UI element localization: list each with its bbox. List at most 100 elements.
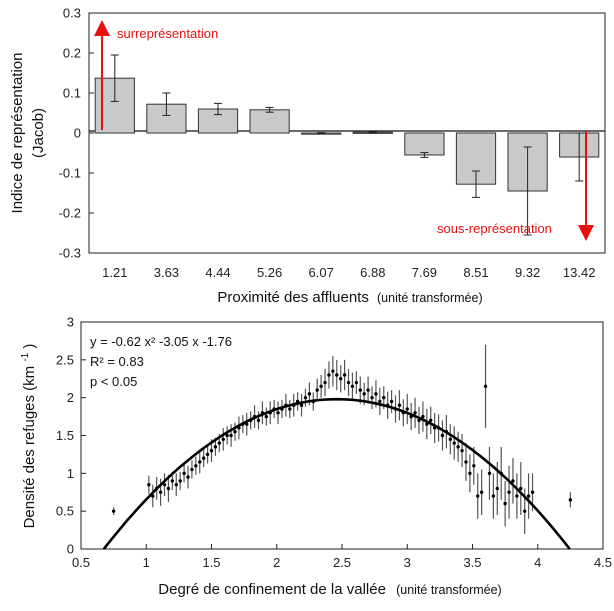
- scatter-point: [362, 392, 366, 396]
- scatter-point: [452, 441, 456, 445]
- scatter-y-tick-label: 1.5: [56, 428, 74, 443]
- scatter-point: [511, 479, 515, 483]
- bar-category-label: 5.26: [257, 265, 282, 280]
- fit-equation: y = -0.62 x² -3.05 x -1.76: [90, 334, 232, 349]
- quadratic-fit-curve: [102, 397, 571, 550]
- scatter-point: [366, 388, 370, 392]
- scatter-point: [523, 509, 527, 513]
- scatter-point: [491, 494, 496, 498]
- scatter-point: [170, 479, 175, 483]
- bar-y-tick-label: 0.3: [63, 6, 81, 21]
- scatter-point: [233, 430, 237, 434]
- scatter-point: [421, 414, 425, 419]
- scatter-point: [299, 403, 304, 407]
- scatter-y-axis-label-sup: -1: [20, 352, 31, 361]
- scatter-x-axis: 0.5 1 1.5 2 2.5 3 3.5 4 4.5: [72, 544, 612, 570]
- scatter-point: [519, 486, 523, 491]
- scatter-point: [389, 399, 394, 404]
- bar-category-label: 8.51: [463, 265, 488, 280]
- scatter-point: [382, 395, 386, 400]
- scatter-point: [487, 471, 492, 476]
- scatter-point: [205, 452, 210, 457]
- scatter-point: [315, 388, 319, 392]
- scatter-point: [194, 464, 198, 468]
- scatter-points: [111, 344, 573, 534]
- scatter-point: [303, 395, 308, 400]
- scatter-x-axis-label: Degré de confinement de la vallée (unité…: [158, 581, 501, 598]
- scatter-y-axis-label: Densité des refuges (km -1 ): [15, 344, 38, 529]
- scatter-y-axis-label-end: ): [21, 344, 38, 349]
- bar: [404, 132, 445, 156]
- scatter-x-tick-label: 1: [143, 555, 150, 570]
- scatter-point: [346, 380, 351, 385]
- scatter-point: [479, 490, 484, 494]
- scatter-point: [178, 479, 182, 483]
- scatter-point: [476, 494, 480, 498]
- bars: [94, 54, 600, 236]
- scatter-y-axis: 0 0.5 1 1.5 2 2.5 3: [56, 315, 86, 557]
- scatter-point: [429, 418, 433, 423]
- underrepresentation-label: sous-représentation: [437, 221, 552, 236]
- scatter-y-tick-label: 3: [67, 315, 74, 330]
- scatter-x-tick-label: 3: [404, 555, 411, 570]
- scatter-point: [323, 380, 327, 385]
- bar-category-label: 1.21: [102, 265, 127, 280]
- scatter-point: [327, 373, 331, 377]
- scatter-x-axis-label-main: Degré de confinement de la vallée: [158, 581, 386, 598]
- y-axis-label-line2: (Jacob): [30, 108, 47, 158]
- scatter-x-tick-label: 2.5: [333, 555, 351, 570]
- scatter-point: [358, 388, 362, 392]
- scatter-point: [456, 445, 460, 449]
- scatter-x-tick-label: 3.5: [463, 555, 481, 570]
- scatter-point: [338, 377, 343, 381]
- scatter-point: [319, 384, 323, 389]
- bar-category-label: 6.88: [360, 265, 385, 280]
- overrepresentation-label: surreprésentation: [117, 26, 218, 41]
- bar-y-tick-label: -0.3: [59, 246, 81, 261]
- bar-category-label: 7.69: [412, 265, 437, 280]
- scatter-point: [147, 482, 151, 487]
- scatter-point: [448, 437, 453, 441]
- scatter-point: [221, 437, 225, 441]
- scatter-point: [515, 494, 519, 498]
- scatter-x-tick-label: 4.5: [594, 555, 612, 570]
- bar-category-label: 9.32: [515, 265, 540, 280]
- scatter-x-tick-label: 4: [534, 555, 541, 570]
- scatter-point: [166, 486, 171, 491]
- scatter-y-tick-label: 0: [67, 542, 74, 557]
- scatter-y-tick-label: 2.5: [56, 352, 74, 367]
- scatter-chart: 00.511.522.53 0.5 1 1.5 2 2.5 3 3.5 4 4.5 y = -0…: [15, 315, 612, 599]
- bar: [249, 109, 290, 134]
- scatter-point: [276, 411, 280, 415]
- bar-y-tick-label: -0.1: [59, 166, 81, 181]
- scatter-point: [495, 486, 499, 491]
- scatter-point: [530, 490, 535, 494]
- scatter-point: [331, 369, 335, 373]
- scatter-point: [507, 490, 511, 494]
- scatter-point: [350, 384, 355, 389]
- scatter-point: [568, 498, 573, 502]
- scatter-point: [229, 433, 233, 438]
- scatter-y-tick-label: 0.5: [56, 504, 74, 519]
- scatter-point: [264, 414, 269, 419]
- bar-y-tick-label: -0.2: [59, 206, 81, 221]
- bar-y-tick-label: 0: [74, 126, 81, 141]
- scatter-y-axis-label-main: Densité des refuges (km: [21, 366, 38, 529]
- scatter-point: [307, 392, 312, 396]
- scatter-point: [378, 399, 382, 404]
- scatter-point: [256, 418, 261, 423]
- fit-p-value: p < 0.05: [90, 374, 137, 389]
- scatter-point: [190, 467, 194, 472]
- bar-category-label: 13.42: [563, 265, 596, 280]
- scatter-point: [342, 373, 347, 377]
- scatter-point: [213, 445, 218, 449]
- scatter-point: [335, 373, 339, 377]
- scatter-point: [111, 509, 116, 513]
- scatter-point: [472, 464, 476, 468]
- x-axis-label-unit: (unité transformée): [377, 291, 483, 305]
- scatter-point: [460, 448, 464, 453]
- scatter-point: [468, 471, 472, 476]
- scatter-point: [405, 407, 409, 411]
- y-axis-label-line1: Indice de représentation: [9, 53, 26, 214]
